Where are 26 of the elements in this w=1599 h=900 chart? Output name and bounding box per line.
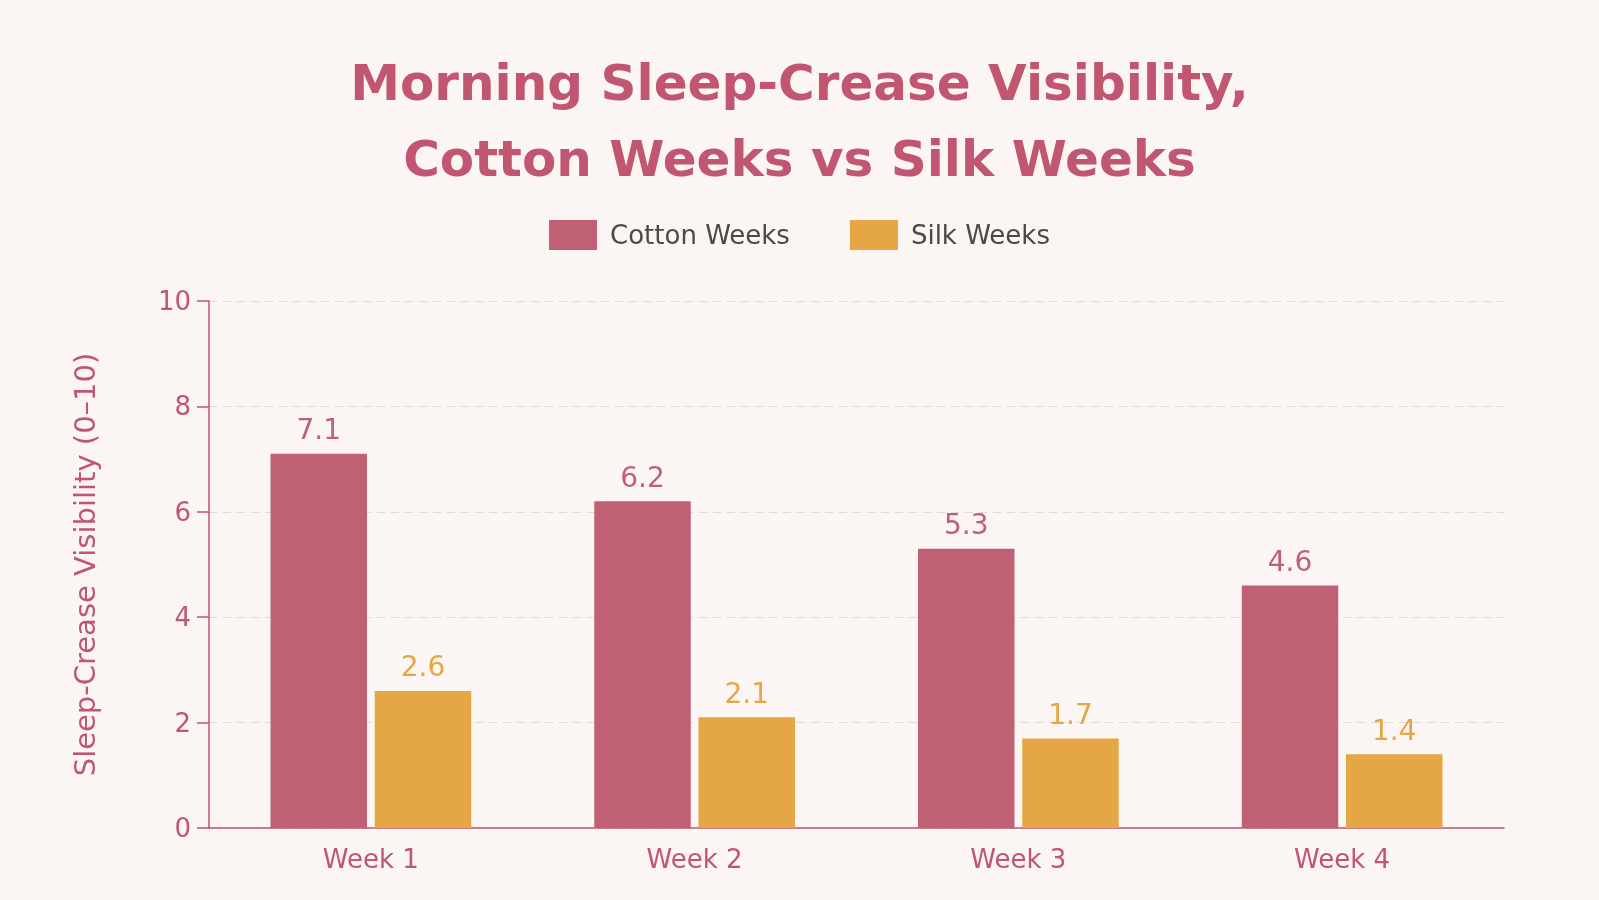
legend-label: Cotton Weeks: [610, 220, 790, 250]
y-tick-label: 0: [174, 813, 191, 843]
x-tick-label: Week 3: [970, 844, 1067, 874]
data-label: 5.3: [944, 508, 989, 542]
data-label: 1.7: [1048, 697, 1093, 731]
y-tick-label: 6: [174, 496, 191, 527]
bar: [1345, 754, 1443, 828]
data-label: 2.1: [724, 676, 769, 710]
bar: [698, 717, 795, 828]
y-tick-label: 10: [157, 286, 191, 316]
data-label: 4.6: [1267, 545, 1313, 579]
data-label: 7.1: [296, 413, 342, 447]
x-tick-label: Week 4: [1294, 844, 1391, 874]
chart-title: Morning Sleep-Crease Visibility, Cotton Weeks vs Silk Weeks: [350, 54, 1249, 188]
y-tick-label: 8: [174, 391, 191, 422]
bar: [1022, 738, 1119, 828]
legend-label: Silk Weeks: [910, 220, 1050, 250]
y-tick-label: 2: [174, 707, 191, 738]
x-tick-label: Week 1: [322, 844, 419, 874]
x-tick-label: Week 2: [646, 844, 743, 874]
bar: [374, 690, 472, 828]
y-axis-title: Sleep-Crease Visibility (0–10): [67, 352, 102, 777]
data-label: 2.6: [400, 650, 446, 684]
y-tick-label: 4: [174, 602, 191, 633]
data-label: 6.2: [620, 460, 665, 494]
data-label: 1.4: [1371, 713, 1417, 747]
